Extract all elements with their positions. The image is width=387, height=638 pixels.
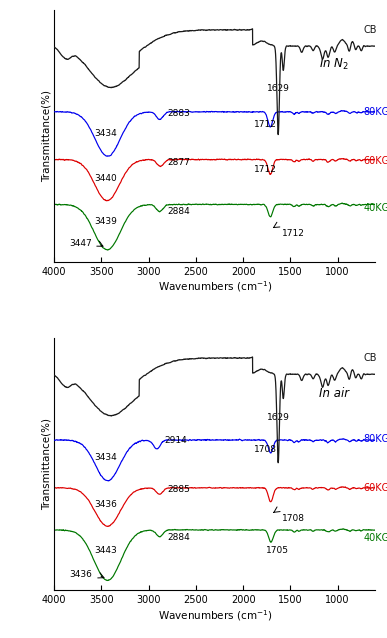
Text: 2885: 2885 <box>168 485 190 494</box>
Text: CB: CB <box>363 25 377 35</box>
Text: 1629: 1629 <box>267 84 289 93</box>
Text: 1712: 1712 <box>254 165 277 174</box>
Text: 1629: 1629 <box>267 413 289 422</box>
Y-axis label: Transmittance(%): Transmittance(%) <box>41 90 51 182</box>
Text: 3436: 3436 <box>94 500 118 509</box>
Text: 3434: 3434 <box>94 129 116 138</box>
Text: 3447: 3447 <box>69 239 92 248</box>
Text: 2877: 2877 <box>168 158 190 167</box>
Text: In air: In air <box>319 387 349 399</box>
Text: 2883: 2883 <box>168 108 190 118</box>
Text: 1712: 1712 <box>254 119 277 129</box>
Text: 3440: 3440 <box>95 174 118 182</box>
Text: In N$_2$: In N$_2$ <box>319 57 349 73</box>
Text: 60KGy: 60KGy <box>363 483 387 493</box>
Text: 3443: 3443 <box>95 545 118 554</box>
Text: 3434: 3434 <box>94 452 116 462</box>
Text: 1708: 1708 <box>254 445 277 454</box>
Y-axis label: Transmittance(%): Transmittance(%) <box>41 418 51 510</box>
Text: 3436: 3436 <box>69 570 92 579</box>
Text: 80KGy: 80KGy <box>363 107 387 117</box>
Text: 40KGy: 40KGy <box>363 533 387 544</box>
Text: 3439: 3439 <box>94 217 118 226</box>
Text: 60KGy: 60KGy <box>363 156 387 166</box>
Text: 2884: 2884 <box>168 533 190 542</box>
Text: 40KGy: 40KGy <box>363 203 387 213</box>
Text: 80KGy: 80KGy <box>363 434 387 443</box>
Text: 1705: 1705 <box>265 545 289 554</box>
X-axis label: Wavenumbers (cm$^{-1}$): Wavenumbers (cm$^{-1}$) <box>158 279 272 294</box>
Text: 1708: 1708 <box>282 514 305 523</box>
Text: 2914: 2914 <box>165 436 187 445</box>
X-axis label: Wavenumbers (cm$^{-1}$): Wavenumbers (cm$^{-1}$) <box>158 608 272 623</box>
Text: CB: CB <box>363 353 377 363</box>
Text: 2884: 2884 <box>168 207 190 216</box>
Text: 1712: 1712 <box>282 229 305 238</box>
